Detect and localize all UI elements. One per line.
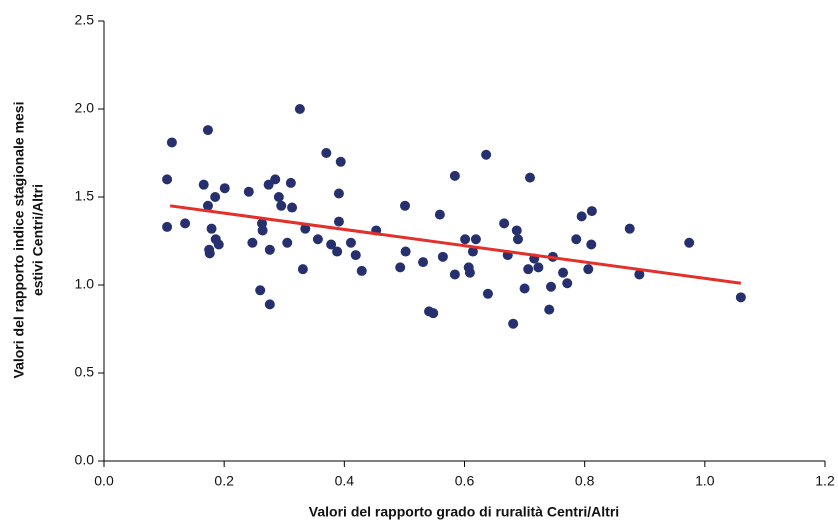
point (270, 174, 281, 185)
point (162, 174, 173, 185)
point (470, 234, 481, 245)
point (243, 186, 254, 197)
point (180, 218, 191, 229)
point (247, 237, 258, 248)
point (508, 318, 519, 329)
y-tick-label: 0.5 (75, 364, 95, 380)
point (350, 250, 361, 261)
point (481, 149, 492, 160)
point (206, 223, 217, 234)
point (586, 206, 597, 217)
y-tick-label: 2.0 (75, 100, 95, 116)
point (467, 246, 478, 257)
y-tick-label: 1.0 (75, 276, 95, 292)
point (312, 234, 323, 245)
y-tick-label: 0.0 (75, 452, 95, 468)
point (255, 285, 266, 296)
point (533, 262, 544, 273)
point (434, 209, 445, 220)
point (558, 267, 569, 278)
point (213, 239, 224, 250)
point (571, 234, 582, 245)
point (282, 237, 293, 248)
point (264, 244, 275, 255)
x-tick-label: 0.0 (94, 473, 114, 489)
point (437, 251, 448, 262)
point (449, 170, 460, 181)
y-axis-title: Valori del rapporto indice stagionale me… (11, 102, 46, 379)
point (624, 223, 635, 234)
point (210, 192, 221, 202)
y-tick-label: 1.5 (75, 188, 95, 204)
point (333, 216, 344, 227)
point (499, 218, 510, 229)
point (162, 221, 173, 232)
point (345, 237, 356, 248)
point (684, 237, 695, 248)
point (202, 200, 213, 211)
x-tick-label: 0.8 (575, 473, 595, 489)
point (562, 278, 573, 289)
point (257, 225, 268, 236)
point (634, 269, 645, 280)
x-tick-label: 0.4 (335, 473, 355, 489)
point (202, 125, 213, 136)
point (400, 246, 411, 257)
point (460, 234, 471, 245)
point (332, 246, 343, 257)
point (519, 283, 530, 294)
point (300, 223, 311, 234)
point (400, 200, 411, 211)
point (576, 211, 587, 222)
point (523, 264, 534, 275)
point (273, 192, 284, 202)
y-tick-label: 2.5 (75, 12, 95, 28)
point (544, 304, 555, 315)
point (285, 177, 296, 188)
point (482, 288, 493, 299)
point (294, 104, 305, 114)
point (735, 292, 746, 303)
point (464, 267, 475, 278)
point (583, 264, 594, 275)
point (287, 202, 298, 213)
x-tick-label: 1.2 (815, 473, 835, 489)
x-tick-label: 1.0 (695, 473, 715, 489)
point (297, 264, 308, 275)
point (511, 225, 522, 236)
point (586, 239, 597, 250)
point (428, 308, 439, 319)
point (166, 137, 177, 148)
trend-line (169, 204, 742, 285)
point (198, 179, 209, 190)
point (264, 299, 275, 310)
point (335, 156, 346, 167)
y-axis-title-line: estivi Centri/Altri (30, 184, 46, 296)
point (524, 172, 535, 183)
point (326, 239, 337, 250)
point (276, 200, 287, 211)
point (321, 148, 332, 158)
x-axis-title: Valori del rapporto grado di ruralità Ce… (309, 504, 619, 520)
point (204, 248, 215, 259)
point (418, 257, 429, 268)
point (449, 269, 460, 280)
point (546, 281, 557, 292)
point (356, 265, 367, 276)
x-tick-label: 0.2 (214, 473, 234, 489)
point (395, 262, 406, 273)
point (512, 234, 523, 245)
x-tick-label: 0.6 (455, 473, 475, 489)
point (333, 188, 344, 199)
y-axis-title-line: Valori del rapporto indice stagionale me… (11, 102, 27, 379)
point (219, 183, 230, 194)
